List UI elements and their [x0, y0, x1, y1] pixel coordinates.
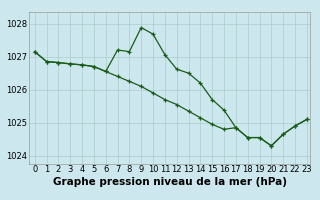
- X-axis label: Graphe pression niveau de la mer (hPa): Graphe pression niveau de la mer (hPa): [52, 177, 287, 187]
